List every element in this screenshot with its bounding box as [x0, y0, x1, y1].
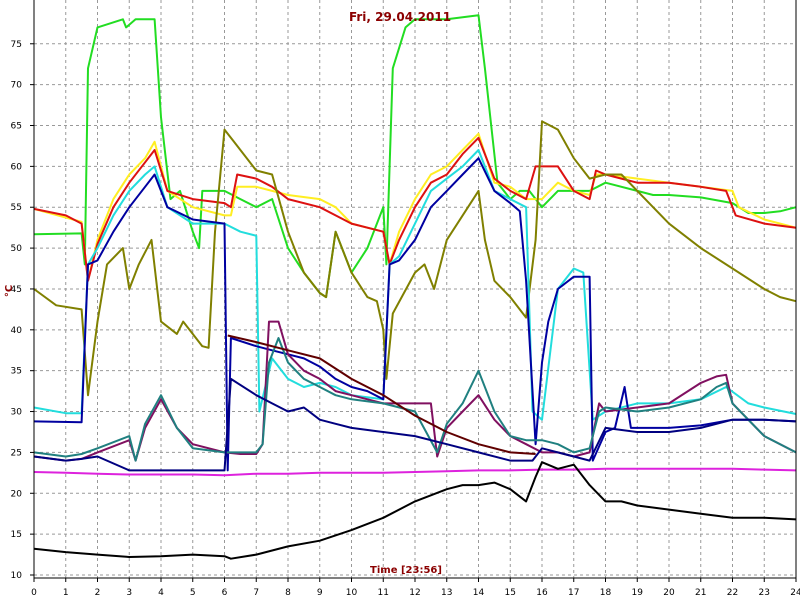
y-tick-label: 30 — [11, 408, 23, 418]
x-tick-label: 10 — [346, 588, 358, 598]
y-tick-label: 35 — [11, 367, 22, 377]
x-tick-label: 17 — [568, 588, 579, 598]
y-tick-label: 10 — [11, 571, 23, 581]
x-tick-label: 20 — [663, 588, 675, 598]
x-tick-label: 1 — [63, 588, 69, 598]
x-tick-label: 23 — [759, 588, 770, 598]
grid — [34, 0, 796, 578]
series-layer — [33, 14, 797, 560]
y-tick-label: 40 — [11, 326, 23, 336]
x-tick-label: 8 — [285, 588, 291, 598]
y-tick-label: 65 — [11, 122, 22, 132]
y-tick-label: 45 — [11, 285, 22, 295]
series-line-5 — [33, 149, 797, 421]
x-tick-label: 12 — [409, 588, 420, 598]
series-line-12 — [33, 461, 797, 560]
y-tick-label: 55 — [11, 203, 22, 213]
series-line-11 — [33, 467, 797, 477]
x-tick-label: 14 — [473, 588, 485, 598]
x-tick-label: 7 — [253, 588, 259, 598]
x-tick-label: 11 — [378, 588, 389, 598]
x-tick-label: 21 — [695, 588, 706, 598]
y-tick-label: 25 — [11, 448, 22, 458]
series-line-10 — [33, 377, 797, 472]
x-tick-label: 3 — [126, 588, 132, 598]
x-tick-label: 16 — [536, 588, 548, 598]
x-tick-label: 22 — [727, 588, 738, 598]
chart-title: Fri, 29.04.2011 — [349, 10, 451, 24]
series-line-3 — [33, 136, 797, 282]
y-tick-label: 70 — [11, 81, 23, 91]
x-tick-label: 5 — [190, 588, 196, 598]
series-line-9 — [227, 334, 536, 455]
x-tick-label: 0 — [31, 588, 37, 598]
ticks: 0 1 2 3 4 5 6 7 8 9 10 11 12 13 14 15 16 17 18 19 20 21 22 23 24… — [11, 40, 800, 598]
series-line-4 — [33, 120, 797, 397]
y-axis-label: °C — [4, 285, 15, 297]
x-tick-label: 13 — [441, 588, 452, 598]
x-tick-label: 2 — [95, 588, 101, 598]
y-tick-label: 15 — [11, 530, 22, 540]
x-tick-label: 6 — [222, 588, 228, 598]
series-line-8 — [33, 337, 797, 462]
y-tick-label: 75 — [11, 40, 22, 50]
y-tick-label: 20 — [11, 489, 23, 499]
x-tick-label: 15 — [505, 588, 516, 598]
x-tick-label: 18 — [600, 588, 612, 598]
x-tick-label: 4 — [158, 588, 164, 598]
x-tick-label: 9 — [317, 588, 323, 598]
x-tick-label: 19 — [632, 588, 644, 598]
x-tick-label: 24 — [790, 588, 800, 598]
y-tick-label: 60 — [11, 162, 23, 172]
y-tick-label: 50 — [11, 244, 23, 254]
x-axis-label: Time [23:56] — [370, 565, 442, 576]
series-line-7 — [33, 320, 797, 462]
series-line-1 — [33, 14, 797, 299]
